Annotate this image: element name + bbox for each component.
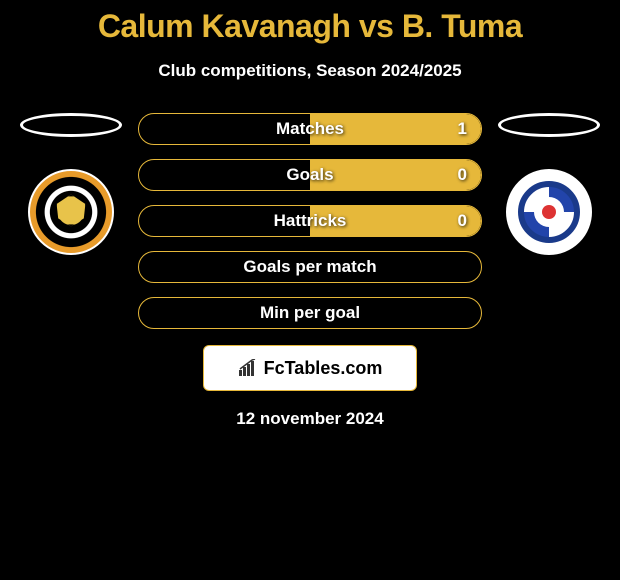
date-text: 12 november 2024: [0, 409, 620, 429]
stats-list: Matches1Goals0Hattricks0Goals per matchM…: [138, 113, 482, 329]
stat-label: Min per goal: [139, 303, 481, 323]
stat-row: Min per goal: [138, 297, 482, 329]
stat-value-right: 1: [458, 119, 467, 139]
player-left-column: [16, 113, 126, 255]
stat-label: Hattricks: [139, 211, 481, 231]
stat-label: Matches: [139, 119, 481, 139]
stat-label: Goals per match: [139, 257, 481, 277]
player-right-column: [494, 113, 604, 255]
club-badge-right: [506, 169, 592, 255]
brand-text: FcTables.com: [264, 358, 383, 379]
stat-row: Matches1: [138, 113, 482, 145]
stat-value-right: 0: [458, 165, 467, 185]
club-badge-left: [28, 169, 114, 255]
subtitle: Club competitions, Season 2024/2025: [0, 61, 620, 81]
stat-label: Goals: [139, 165, 481, 185]
stat-row: Goals0: [138, 159, 482, 191]
page-title: Calum Kavanagh vs B. Tuma: [0, 8, 620, 45]
chart-icon: [238, 359, 260, 377]
brand-badge[interactable]: FcTables.com: [203, 345, 417, 391]
stat-value-right: 0: [458, 211, 467, 231]
stat-row: Hattricks0: [138, 205, 482, 237]
player-right-avatar: [498, 113, 600, 137]
stat-row: Goals per match: [138, 251, 482, 283]
player-left-avatar: [20, 113, 122, 137]
